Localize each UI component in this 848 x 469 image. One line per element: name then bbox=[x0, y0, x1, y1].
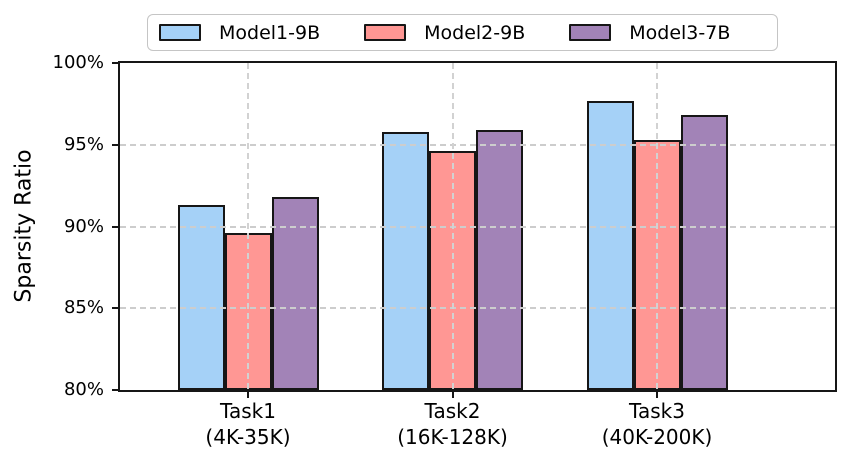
bar-task1-model3-7b bbox=[271, 197, 319, 390]
x-tick-label-line1: Task3 bbox=[629, 399, 685, 423]
x-tick-label-line2: (16K-128K) bbox=[397, 425, 508, 449]
legend-entry-model3-7b: Model3-7B bbox=[569, 22, 730, 44]
legend-entry-model2-9b: Model2-9B bbox=[364, 22, 525, 44]
y-axis-tick bbox=[112, 307, 120, 310]
legend-swatch-icon bbox=[364, 24, 407, 41]
vertical-gridline bbox=[656, 63, 658, 390]
y-axis-tick bbox=[112, 62, 120, 64]
y-axis-tick bbox=[112, 143, 120, 146]
legend-label: Model3-7B bbox=[629, 21, 731, 44]
legend-label: Model1-9B bbox=[219, 21, 321, 44]
x-tick-label: Task1 (4K-35K) bbox=[138, 398, 358, 450]
vertical-gridline bbox=[247, 63, 249, 390]
vertical-gridline bbox=[451, 63, 454, 390]
legend-entry-model1-9b: Model1-9B bbox=[159, 22, 320, 44]
x-axis-tick bbox=[247, 390, 249, 398]
legend-swatch-icon bbox=[159, 24, 201, 41]
bar-task2-model1-9b bbox=[382, 131, 429, 390]
x-tick-label-line2: (40K-200K) bbox=[601, 425, 713, 449]
horizontal-gridline bbox=[120, 143, 835, 146]
x-tick-label: Task3 (40K-200K) bbox=[547, 398, 767, 450]
x-tick-label-line1: Task2 bbox=[424, 399, 481, 423]
y-tick-label: 100% bbox=[52, 52, 104, 73]
x-tick-label-line2: (4K-35K) bbox=[205, 425, 291, 449]
horizontal-gridline bbox=[120, 307, 835, 310]
legend-label: Model2-9B bbox=[424, 21, 526, 44]
x-tick-label-line1: Task1 bbox=[220, 399, 276, 423]
y-axis-tick bbox=[112, 225, 120, 228]
legend: Model1-9B Model2-9B Model3-7B bbox=[147, 14, 778, 51]
y-tick-label: 95% bbox=[63, 133, 104, 155]
y-axis-tick bbox=[112, 389, 120, 391]
x-tick-label: Task2 (16K-128K) bbox=[343, 398, 563, 450]
bar-task3-model3-7b bbox=[680, 115, 728, 390]
x-axis-tick bbox=[451, 390, 454, 398]
y-tick-label: 90% bbox=[63, 215, 104, 237]
bar-task2-model3-7b bbox=[476, 130, 523, 390]
bar-task3-model1-9b bbox=[586, 100, 634, 390]
bar-task1-model1-9b bbox=[177, 205, 225, 390]
y-tick-label: 85% bbox=[63, 297, 104, 319]
x-axis-tick bbox=[656, 390, 658, 398]
y-tick-label: 80% bbox=[63, 379, 104, 400]
horizontal-gridline bbox=[120, 225, 835, 228]
legend-swatch-icon bbox=[569, 24, 612, 41]
